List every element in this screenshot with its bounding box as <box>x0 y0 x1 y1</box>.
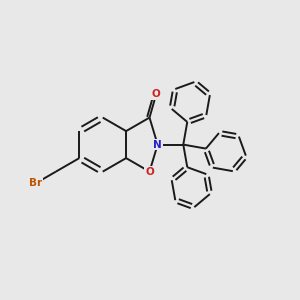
Text: N: N <box>153 140 162 150</box>
Text: O: O <box>152 89 161 99</box>
Text: Br: Br <box>29 178 43 188</box>
Text: O: O <box>145 167 154 177</box>
